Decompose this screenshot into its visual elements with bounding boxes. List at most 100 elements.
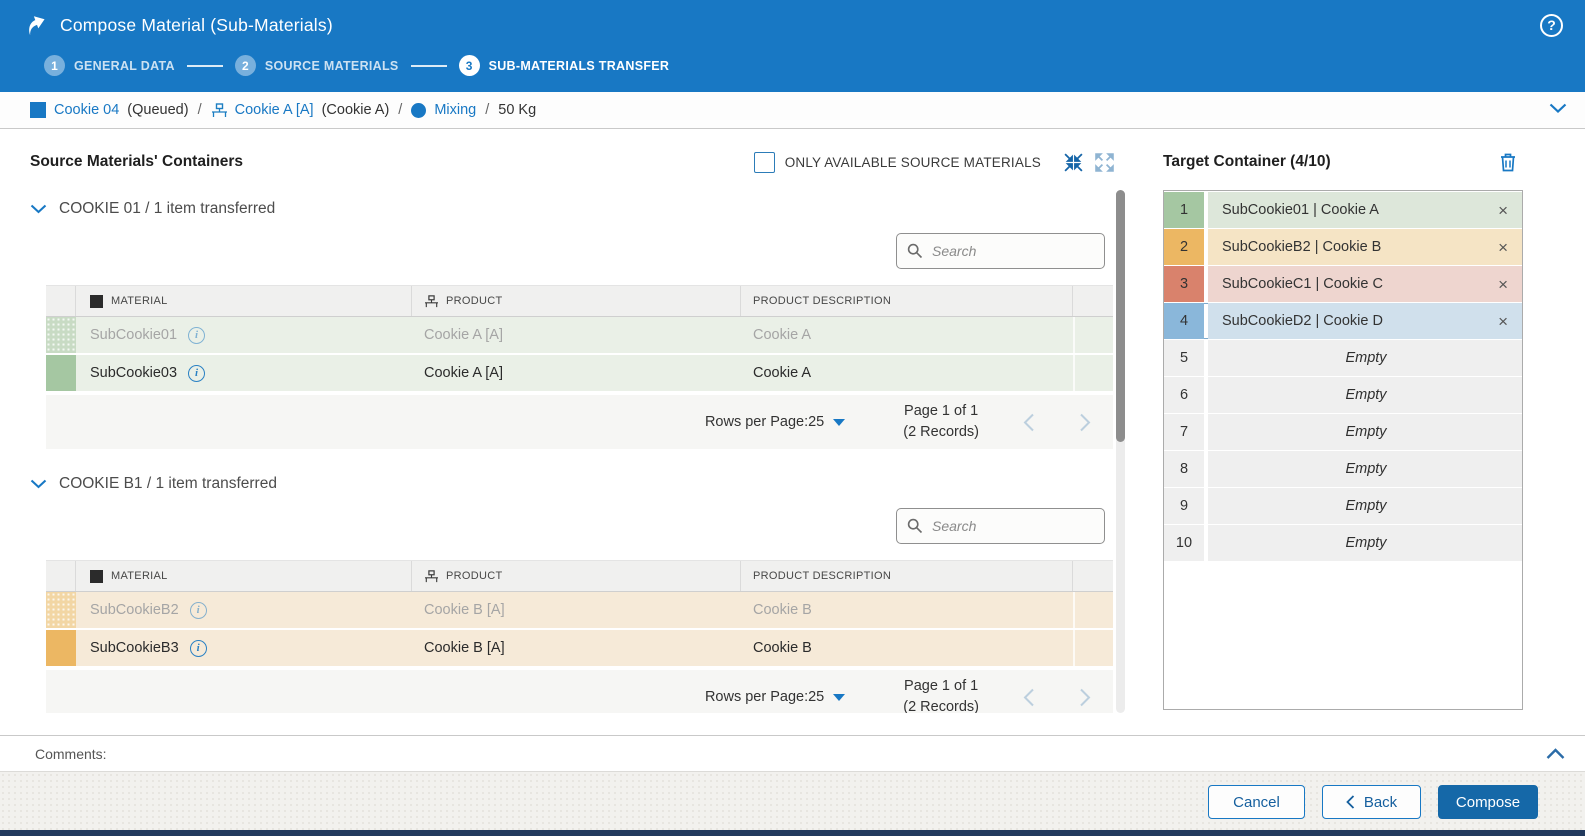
target-slot[interactable]: 3 SubCookieC1 | Cookie C × xyxy=(1164,266,1522,302)
material-name: SubCookie03 xyxy=(90,365,177,381)
product-name: Cookie B [A] xyxy=(424,602,505,618)
close-icon[interactable]: × xyxy=(1496,276,1510,293)
step-connector xyxy=(187,65,223,67)
prev-page-icon[interactable] xyxy=(1023,688,1035,707)
slot-label: Empty xyxy=(1222,498,1510,514)
product-name: Cookie A [A] xyxy=(424,327,503,343)
search-icon xyxy=(907,518,923,534)
page-info: Page 1 of 1(2 Records) xyxy=(903,676,979,713)
source-table: MATERIAL PRODUCT PRODUCT DESCRIPTION xyxy=(46,560,1113,713)
chevron-left-icon xyxy=(1346,795,1355,809)
column-product[interactable]: PRODUCT xyxy=(412,561,741,591)
info-icon[interactable]: i xyxy=(188,365,205,382)
material-name: SubCookie01 xyxy=(90,327,177,343)
trash-icon[interactable] xyxy=(1499,152,1517,172)
bottom-edge xyxy=(0,830,1585,836)
page-info: Page 1 of 1(2 Records) xyxy=(903,401,979,443)
next-page-icon[interactable] xyxy=(1079,688,1091,707)
rows-per-page-select[interactable]: Rows per Page:25 xyxy=(705,689,845,705)
search-input[interactable] xyxy=(932,243,1082,259)
slot-number: 10 xyxy=(1164,525,1204,561)
target-slot[interactable]: 4 SubCookieD2 | Cookie D × xyxy=(1164,303,1522,339)
slot-number: 4 xyxy=(1164,303,1204,339)
slot-label: Empty xyxy=(1222,350,1510,366)
breadcrumb-operation[interactable]: Mixing xyxy=(434,102,476,118)
close-icon[interactable]: × xyxy=(1496,202,1510,219)
breadcrumb: Cookie 04 (Queued) / Cookie A [A] (Cooki… xyxy=(0,92,1585,129)
search-box[interactable] xyxy=(896,508,1105,544)
slot-label: Empty xyxy=(1222,461,1510,477)
chevron-down-icon[interactable] xyxy=(1549,102,1567,118)
section-toggle[interactable]: COOKIE B1 / 1 item transferred xyxy=(30,475,1125,493)
pagination: Rows per Page:25 Page 1 of 1(2 Records) xyxy=(46,670,1113,713)
back-button[interactable]: Back xyxy=(1322,785,1421,819)
compose-material-dialog: Compose Material (Sub-Materials) ? 1GENE… xyxy=(0,0,1585,836)
slot-label: SubCookieC1 | Cookie C xyxy=(1222,276,1496,292)
cancel-button[interactable]: Cancel xyxy=(1208,785,1305,819)
target-slot[interactable]: 1 SubCookie01 | Cookie A × xyxy=(1164,192,1522,228)
comments-bar[interactable]: Comments: xyxy=(0,735,1585,771)
table-row[interactable]: SubCookie01 i Cookie A [A] Cookie A xyxy=(46,317,1113,355)
help-icon[interactable]: ? xyxy=(1540,14,1563,37)
chevron-down-icon xyxy=(30,479,47,489)
column-material[interactable]: MATERIAL xyxy=(76,286,412,316)
material-name: SubCookieB3 xyxy=(90,640,179,656)
search-box[interactable] xyxy=(896,233,1105,269)
search-icon xyxy=(907,243,923,259)
slot-label: SubCookieD2 | Cookie D xyxy=(1222,313,1496,329)
target-slot[interactable]: 5 Empty xyxy=(1164,340,1522,376)
product-description: Cookie A xyxy=(753,327,811,343)
target-slot[interactable]: 6 Empty xyxy=(1164,377,1522,413)
column-product[interactable]: PRODUCT xyxy=(412,286,741,316)
search-input[interactable] xyxy=(932,518,1082,534)
compose-button[interactable]: Compose xyxy=(1438,785,1538,819)
step-number: 3 xyxy=(459,55,480,76)
target-container-panel: Target Container (4/10) 1 SubCookie01 | … xyxy=(1163,129,1523,710)
source-materials-panel: Source Materials' Containers ONLY AVAILA… xyxy=(30,129,1125,713)
step-2[interactable]: 2SOURCE MATERIALS xyxy=(235,55,399,76)
target-slot[interactable]: 9 Empty xyxy=(1164,488,1522,524)
target-slot[interactable]: 7 Empty xyxy=(1164,414,1522,450)
section-toggle[interactable]: COOKIE 01 / 1 item transferred xyxy=(30,200,1125,218)
product-icon xyxy=(424,295,439,308)
prev-page-icon[interactable] xyxy=(1023,413,1035,432)
target-slot[interactable]: 2 SubCookieB2 | Cookie B × xyxy=(1164,229,1522,265)
source-section: COOKIE 01 / 1 item transferred MATERIAL xyxy=(30,200,1125,449)
column-material[interactable]: MATERIAL xyxy=(76,561,412,591)
only-available-checkbox[interactable] xyxy=(754,152,775,173)
close-icon[interactable]: × xyxy=(1496,239,1510,256)
target-slot[interactable]: 10 Empty xyxy=(1164,525,1522,561)
table-row[interactable]: SubCookieB3 i Cookie B [A] Cookie B xyxy=(46,630,1113,668)
vertical-scrollbar[interactable] xyxy=(1116,190,1125,713)
expand-all-icon[interactable] xyxy=(1094,152,1115,173)
info-icon[interactable]: i xyxy=(190,602,207,619)
collapse-all-icon[interactable] xyxy=(1063,152,1084,173)
chevron-up-icon[interactable] xyxy=(1546,748,1565,760)
rows-per-page-select[interactable]: Rows per Page:25 xyxy=(705,414,845,430)
next-page-icon[interactable] xyxy=(1079,413,1091,432)
slot-number: 6 xyxy=(1164,377,1204,413)
table-row[interactable]: SubCookieB2 i Cookie B [A] Cookie B xyxy=(46,592,1113,630)
column-product-description[interactable]: PRODUCT DESCRIPTION xyxy=(741,286,1073,316)
step-1[interactable]: 1GENERAL DATA xyxy=(44,55,175,76)
breadcrumb-material[interactable]: Cookie 04 xyxy=(54,102,119,118)
slot-number: 2 xyxy=(1164,229,1204,265)
info-icon[interactable]: i xyxy=(188,327,205,344)
breadcrumb-quantity: 50 Kg xyxy=(498,102,536,118)
breadcrumb-material-status: (Queued) xyxy=(127,102,188,118)
step-3[interactable]: 3SUB-MATERIALS TRANSFER xyxy=(459,55,670,76)
table-row[interactable]: SubCookie03 i Cookie A [A] Cookie A xyxy=(46,355,1113,393)
material-square-icon xyxy=(30,102,46,118)
product-icon xyxy=(211,103,228,118)
column-product-description[interactable]: PRODUCT DESCRIPTION xyxy=(741,561,1073,591)
breadcrumb-separator: / xyxy=(198,102,202,118)
target-slot[interactable]: 8 Empty xyxy=(1164,451,1522,487)
slot-number: 9 xyxy=(1164,488,1204,524)
info-icon[interactable]: i xyxy=(190,640,207,657)
slot-number: 8 xyxy=(1164,451,1204,487)
scrollbar-thumb[interactable] xyxy=(1116,190,1125,442)
table-header-row: MATERIAL PRODUCT PRODUCT DESCRIPTION xyxy=(46,286,1113,317)
breadcrumb-product[interactable]: Cookie A [A] xyxy=(235,102,314,118)
titlebar: Compose Material (Sub-Materials) ? 1GENE… xyxy=(0,0,1585,92)
close-icon[interactable]: × xyxy=(1496,313,1510,330)
